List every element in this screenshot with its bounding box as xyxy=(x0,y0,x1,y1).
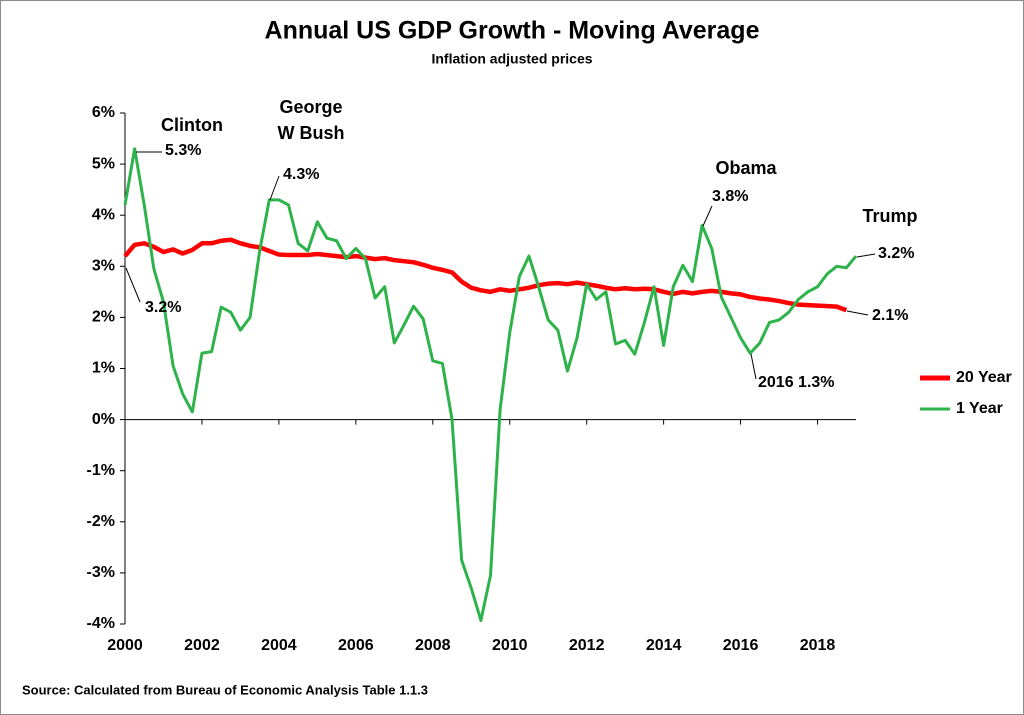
y-tick-label: 2% xyxy=(92,309,115,326)
annotation: 3.8% xyxy=(712,188,748,205)
x-tick-label: 2012 xyxy=(569,637,605,654)
x-tick-label: 2016 xyxy=(723,637,759,654)
annotation: George xyxy=(279,97,342,117)
legend-label: 20 Year xyxy=(956,369,1012,386)
x-tick-label: 2002 xyxy=(184,637,220,654)
y-tick-label: -4% xyxy=(87,615,115,632)
annotation: Clinton xyxy=(161,115,223,135)
y-tick-label: 3% xyxy=(92,258,115,275)
x-tick-label: 2014 xyxy=(646,637,682,654)
annotation-leader xyxy=(702,205,713,227)
annotation: 5.3% xyxy=(165,142,201,159)
annotation-leader xyxy=(856,253,876,258)
y-tick-label: -1% xyxy=(87,462,115,479)
annotation: Trump xyxy=(862,206,917,226)
y-tick-label: 6% xyxy=(92,104,115,121)
y-tick-label: 1% xyxy=(92,360,115,377)
annotation: 3.2% xyxy=(145,299,181,316)
chart-title: Annual US GDP Growth - Moving Average xyxy=(265,17,760,45)
x-tick-label: 2000 xyxy=(107,637,143,654)
annotation: 3.2% xyxy=(878,245,914,262)
annotation: 2016 1.3% xyxy=(758,374,835,391)
y-tick-label: -2% xyxy=(87,513,115,530)
x-tick-label: 2010 xyxy=(492,637,528,654)
y-tick-label: -3% xyxy=(87,564,115,581)
source-note: Source: Calculated from Bureau of Econom… xyxy=(22,682,428,697)
annotation: W Bush xyxy=(278,123,345,143)
annotation: Obama xyxy=(715,158,777,178)
series-line xyxy=(123,147,858,622)
y-tick-label: 0% xyxy=(92,411,115,428)
x-tick-label: 2018 xyxy=(800,637,836,654)
annotation-leader xyxy=(846,310,869,316)
annotation-leader xyxy=(269,175,280,201)
y-tick-label: 4% xyxy=(92,206,115,223)
x-tick-label: 2008 xyxy=(415,637,451,654)
y-tick-label: 5% xyxy=(92,155,115,172)
series-line xyxy=(123,237,848,313)
annotation-leader xyxy=(125,267,141,303)
x-tick-label: 2006 xyxy=(338,637,374,654)
x-tick-label: 2004 xyxy=(261,637,297,654)
annotation-leader xyxy=(750,353,757,380)
chart-subtitle: Inflation adjusted prices xyxy=(431,51,592,67)
annotation: 4.3% xyxy=(283,166,319,183)
annotation: 2.1% xyxy=(872,307,908,324)
legend-label: 1 Year xyxy=(956,400,1003,417)
